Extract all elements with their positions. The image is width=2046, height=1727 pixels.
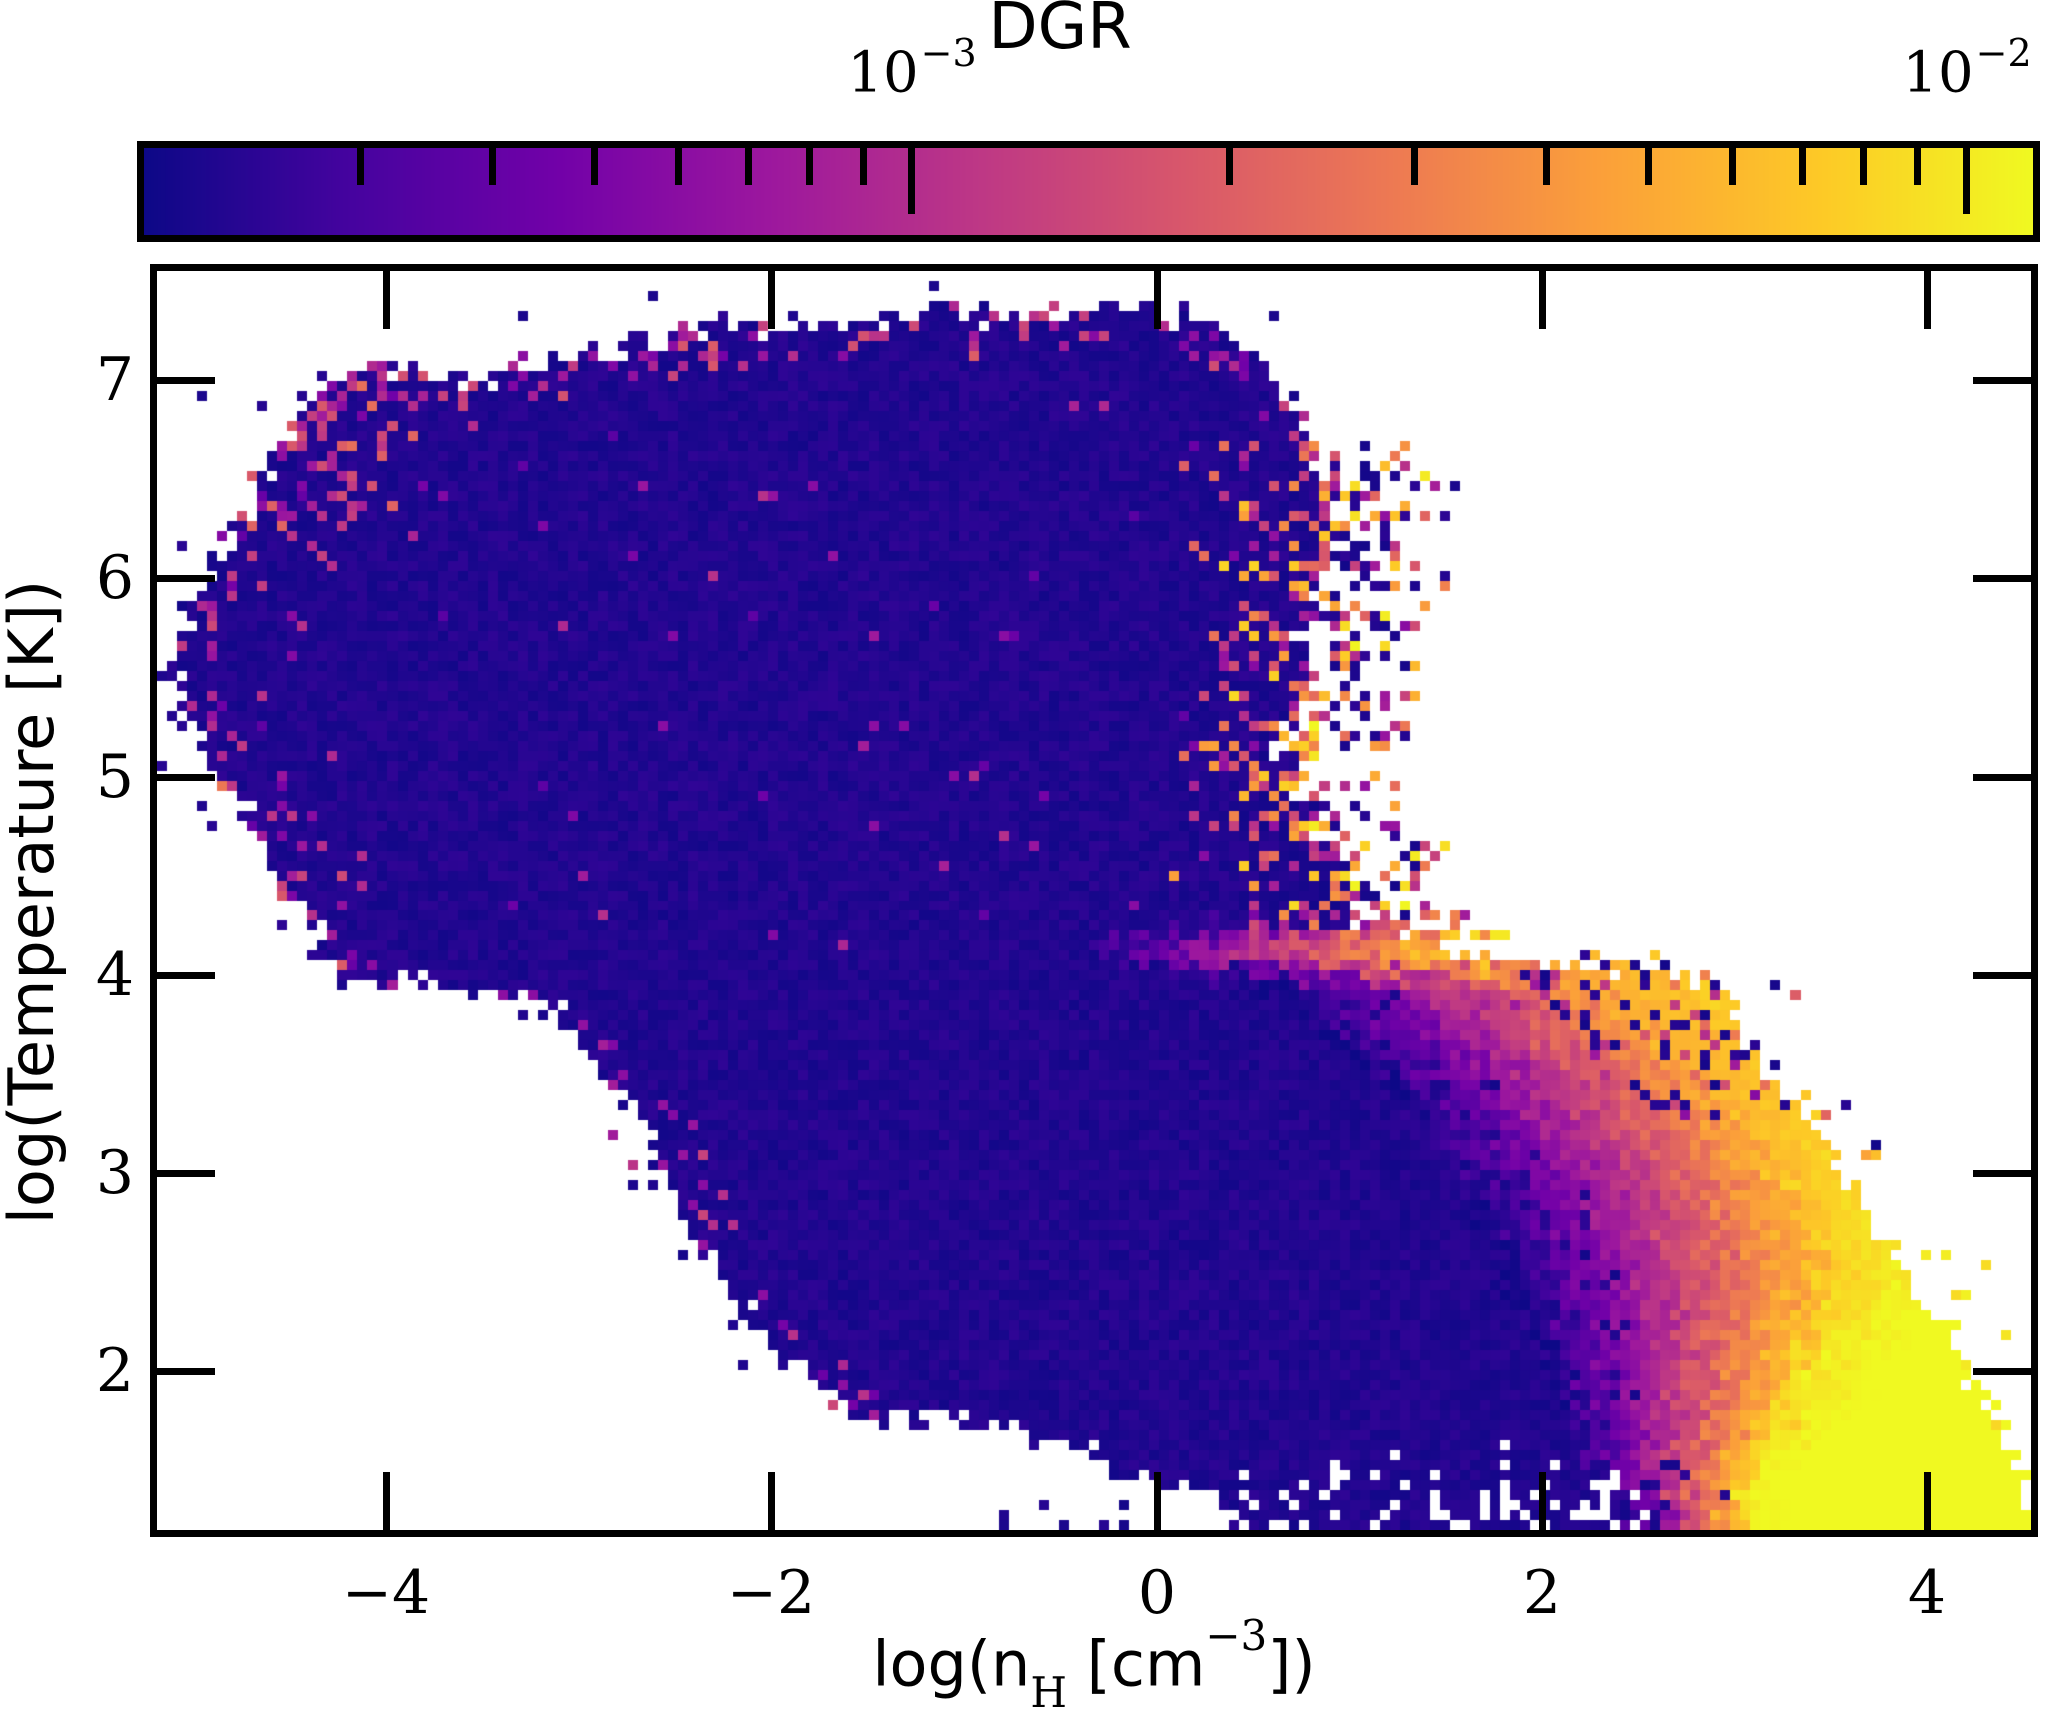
x-axis-tick-top [1539, 271, 1546, 329]
y-tick-label: 2 [95, 1336, 134, 1406]
colorbar-gradient-canvas [144, 148, 2033, 235]
colorbar-minor-tick [1799, 148, 1806, 185]
y-tick-label: 6 [95, 543, 134, 613]
x-tick-label: 0 [1137, 1558, 1177, 1628]
colorbar-tick-base: 10 [1902, 40, 1974, 106]
colorbar-major-tick-label: 10−3 [847, 34, 976, 102]
x-axis-label-text: ]) [1267, 1627, 1316, 1701]
colorbar-tick-exponent: −2 [1975, 31, 2032, 75]
x-axis-label-text: [cm [1066, 1627, 1206, 1701]
colorbar-major-tick [1963, 148, 1970, 214]
y-tick-label: 5 [95, 742, 134, 812]
colorbar-minor-tick [1914, 148, 1921, 185]
y-axis-tick [157, 1368, 215, 1375]
x-tick-label: −2 [726, 1558, 816, 1628]
colorbar-minor-tick [860, 148, 867, 185]
x-axis-label-subscript: H [1030, 1668, 1067, 1718]
x-axis-tick-top [768, 271, 775, 329]
x-axis-tick-top [1924, 271, 1931, 329]
colorbar-minor-tick [357, 148, 364, 185]
colorbar-minor-tick [806, 148, 813, 185]
colorbar-minor-tick [1226, 148, 1233, 185]
x-tick-label: 4 [1907, 1558, 1947, 1628]
x-tick-label: −4 [341, 1558, 431, 1628]
x-axis-label-superscript: −3 [1205, 1611, 1268, 1660]
x-axis-tick [1539, 1472, 1546, 1530]
x-axis-label: log(nH [cm−3]) [872, 1611, 1316, 1717]
colorbar-minor-tick [1860, 148, 1867, 185]
y-axis-tick [157, 774, 215, 781]
x-axis-tick-top [383, 271, 390, 329]
y-axis-tick-right [1973, 774, 2031, 781]
plot-area [150, 264, 2038, 1537]
colorbar-title: DGR [988, 0, 1132, 64]
x-axis-label-text: log(n [872, 1627, 1031, 1701]
colorbar-tick-base: 10 [847, 40, 919, 106]
x-axis-tick-top [1154, 271, 1161, 329]
x-axis-tick [1924, 1472, 1931, 1530]
x-tick-label: 2 [1522, 1558, 1562, 1628]
colorbar-minor-tick [1543, 148, 1550, 185]
y-axis-tick-right [1973, 1170, 2031, 1177]
y-axis-tick [157, 1170, 215, 1177]
y-axis-tick-right [1973, 575, 2031, 582]
y-tick-label: 7 [95, 345, 134, 415]
colorbar-minor-tick [1729, 148, 1736, 185]
colorbar-minor-tick [675, 148, 682, 185]
y-axis-tick [157, 377, 215, 384]
colorbar-tick-exponent: −3 [920, 31, 977, 75]
colorbar-minor-tick [745, 148, 752, 185]
colorbar-major-tick [908, 148, 915, 214]
colorbar-minor-tick [1645, 148, 1652, 185]
x-axis-tick [1154, 1472, 1161, 1530]
x-axis-tick [383, 1472, 390, 1530]
colorbar-minor-tick [591, 148, 598, 185]
colorbar-minor-tick [1411, 148, 1418, 185]
y-axis-tick-right [1973, 1368, 2031, 1375]
y-axis-tick-right [1973, 377, 2031, 384]
heatmap-canvas [157, 271, 2031, 1530]
y-axis-tick [157, 575, 215, 582]
colorbar-major-tick-label: 10−2 [1902, 34, 2031, 102]
colorbar-minor-tick [489, 148, 496, 185]
x-axis-tick [768, 1472, 775, 1530]
y-tick-label: 4 [95, 940, 134, 1010]
colorbar [137, 141, 2040, 242]
y-tick-label: 3 [95, 1138, 134, 1208]
y-axis-tick [157, 972, 215, 979]
y-axis-tick-right [1973, 972, 2031, 979]
